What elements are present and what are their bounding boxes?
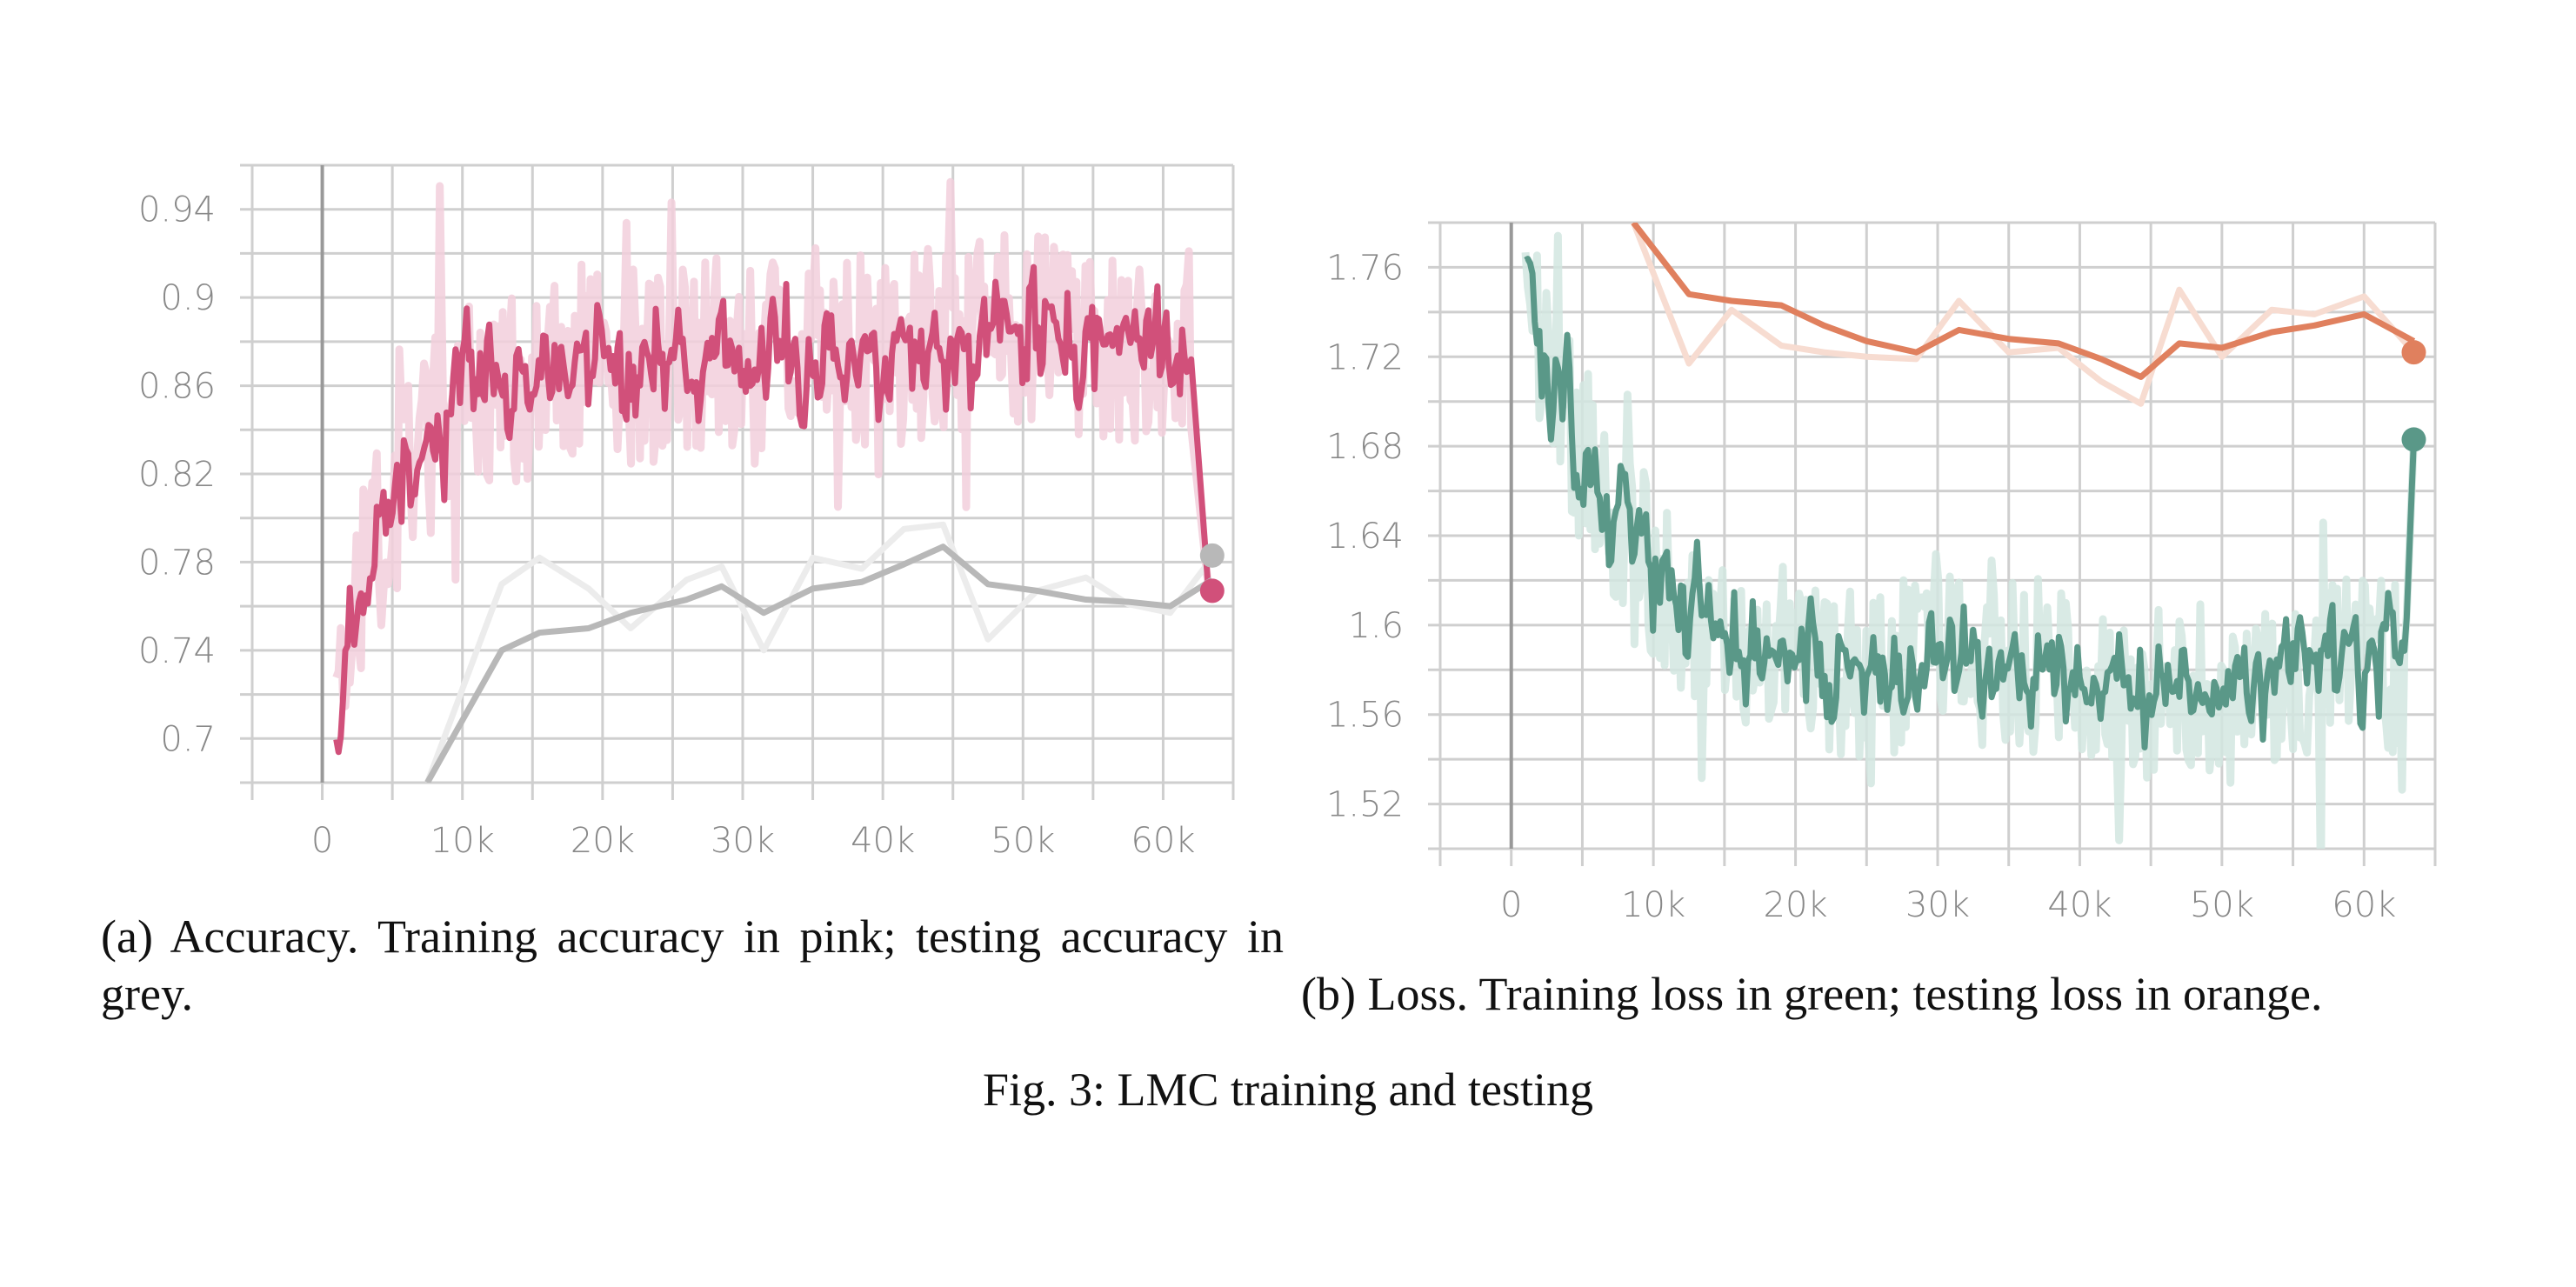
x-tick-label: 50k — [991, 821, 1055, 861]
y-tick-label: 1.76 — [1326, 248, 1404, 288]
x-tick-label: 30k — [1905, 885, 1970, 925]
plot-grid — [1428, 221, 2437, 866]
caption-loss: (b) Loss. Training loss in green; testin… — [1301, 968, 2323, 1020]
x-tick-label: 10k — [1621, 885, 1685, 925]
series-test-line — [424, 543, 1214, 783]
y-tick-label: 0.74 — [138, 631, 216, 671]
end-point-test — [1199, 543, 1225, 568]
end-point-train — [2401, 427, 2426, 452]
y-tick-label: 0.78 — [138, 543, 216, 583]
loss-chart: 0 10k 20k 30k 40k 50k 60k 1.52 1.56 1.6 1.64 1.68 1.… — [1326, 221, 2437, 925]
series-train-raw-line — [332, 177, 1212, 710]
end-point-train — [1199, 578, 1225, 603]
y-tick-label: 0.7 — [160, 719, 216, 759]
plot-area — [332, 177, 1215, 783]
x-tick-label: 30k — [711, 821, 775, 861]
x-tick-label: 60k — [2332, 885, 2396, 925]
y-tick-label: 0.86 — [138, 367, 216, 407]
x-tick-label: 50k — [2190, 885, 2254, 925]
series-train-line — [1524, 256, 2417, 750]
y-tick-label: 0.94 — [138, 190, 216, 230]
accuracy-chart: 0 10k 20k 30k 40k 50k 60k 0.7 0.74 0.78 0.82 0.86 0.… — [138, 163, 1235, 861]
x-tick-label: 10k — [430, 821, 495, 861]
y-tick-label: 1.68 — [1326, 427, 1404, 467]
y-tick-label: 1.6 — [1348, 606, 1404, 646]
plot-area — [1521, 223, 2418, 849]
caption-accuracy: (a) Accuracy. Training accuracy in pink;… — [101, 910, 1284, 1020]
y-tick-label: 1.64 — [1326, 517, 1404, 557]
series-test-line — [1631, 223, 2416, 380]
x-tick-label: 20k — [1764, 885, 1828, 925]
series-test-raw-line — [424, 521, 1215, 783]
y-tick-label: 1.56 — [1326, 696, 1404, 736]
x-tick-label: 0 — [1500, 885, 1522, 925]
figure-caption: Fig. 3: LMC training and testing — [983, 1064, 1593, 1116]
x-tick-label: 60k — [1131, 821, 1195, 861]
x-tick-label: 40k — [851, 821, 915, 861]
y-tick-label: 0.9 — [160, 278, 216, 318]
y-tick-label: 1.72 — [1326, 337, 1404, 377]
y-tick-label: 0.82 — [138, 455, 216, 495]
end-point-test — [2401, 340, 2426, 365]
y-tick-label: 1.52 — [1326, 785, 1404, 825]
series-train-line — [333, 263, 1211, 756]
x-tick-label: 40k — [2047, 885, 2112, 925]
x-tick-label: 20k — [571, 821, 635, 861]
series-test-raw-line — [1631, 223, 2417, 407]
x-tick-label: 0 — [311, 821, 333, 861]
